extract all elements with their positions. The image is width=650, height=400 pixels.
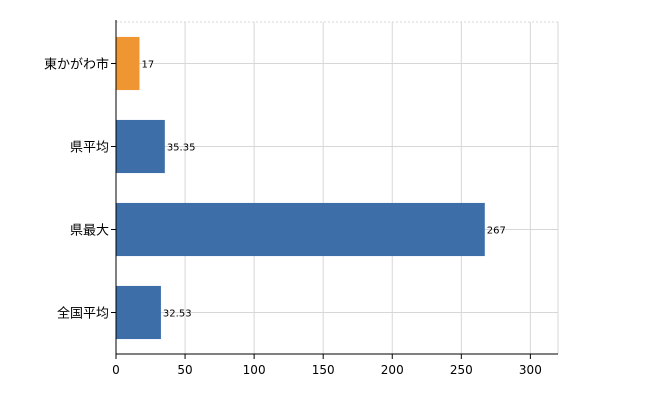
x-tick-label-1: 50 (177, 363, 192, 377)
x-tick-label-6: 300 (519, 363, 542, 377)
x-tick-label-0: 0 (112, 363, 120, 377)
grid-lines (116, 21, 559, 354)
labels: 17 35.35 267 32.53 0 50 100 150 200 250 300 東かがわ市県平… (44, 57, 542, 378)
bars (116, 36, 485, 340)
data-label-3: 32.53 (163, 309, 192, 320)
x-tick-label-3: 150 (312, 363, 335, 377)
data-label-2: 267 (487, 226, 506, 237)
x-tick-label-5: 250 (450, 363, 473, 377)
bar-2 (116, 202, 485, 257)
data-label-0: 17 (141, 60, 154, 71)
category-label-3: 全国平均 (57, 306, 109, 322)
data-label-1: 35.35 (167, 143, 196, 154)
bar-0 (116, 36, 140, 91)
category-label-1: 県平均 (70, 141, 109, 156)
axes (111, 20, 558, 359)
x-tick-label-4: 200 (381, 363, 404, 377)
category-label-0: 東かがわ市 (44, 57, 109, 73)
category-label-2: 県最大 (70, 224, 109, 239)
bar-3 (116, 285, 161, 340)
x-tick-label-2: 100 (243, 363, 266, 377)
bar-1 (116, 119, 165, 174)
